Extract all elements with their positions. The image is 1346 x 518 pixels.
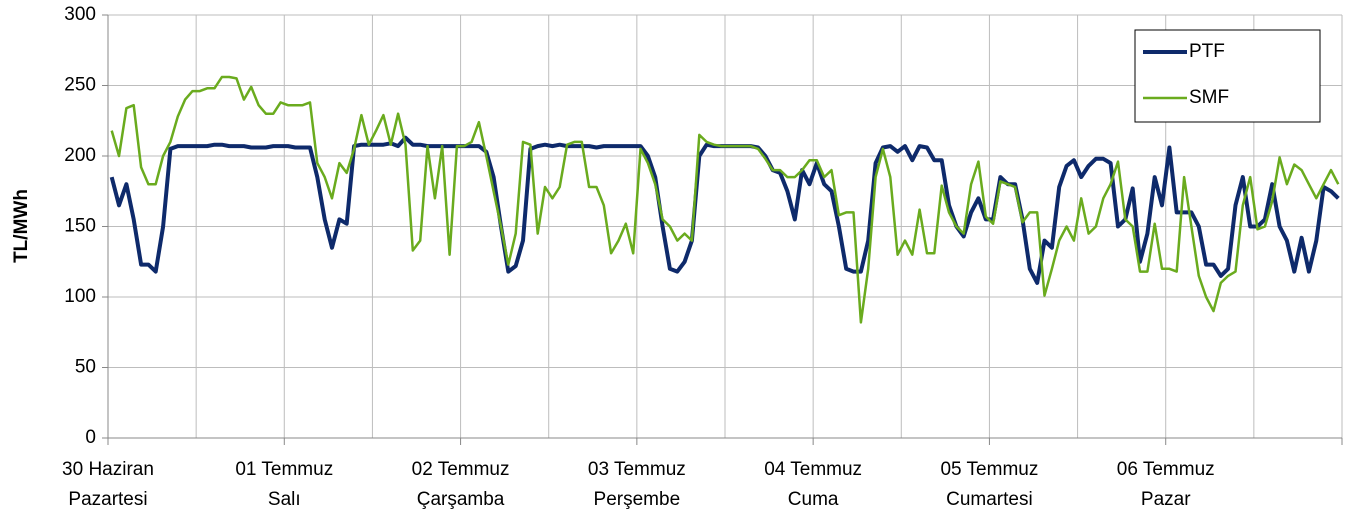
y-tick-label: 50 <box>75 357 96 378</box>
x-tick-label: 05 Temmuz <box>940 459 1038 480</box>
x-tick-label: Salı <box>268 489 301 510</box>
y-tick-label: 0 <box>85 427 96 448</box>
x-tick-label: Pazartesi <box>68 489 147 510</box>
y-tick-label: 100 <box>64 286 96 307</box>
x-tick-label: 03 Temmuz <box>588 459 686 480</box>
x-tick-label: 04 Temmuz <box>764 459 862 480</box>
x-tick-label: 30 Haziran <box>62 459 154 480</box>
legend-label: PTF <box>1189 41 1225 62</box>
x-tick-label: Pazar <box>1141 489 1191 510</box>
x-tick-label: 01 Temmuz <box>235 459 333 480</box>
y-tick-label: 150 <box>64 216 96 237</box>
legend-box <box>1134 29 1321 123</box>
x-tick-label: Cumartesi <box>946 489 1033 510</box>
x-tick-label: Perşembe <box>594 489 681 510</box>
x-tick-label: Çarşamba <box>417 489 505 510</box>
y-tick-label: 250 <box>64 75 96 96</box>
series-line <box>110 75 1340 324</box>
y-axis-title: TL/MWh <box>11 189 32 263</box>
x-tick-label: 02 Temmuz <box>412 459 510 480</box>
legend-label: SMF <box>1189 87 1229 108</box>
y-tick-label: 200 <box>64 145 96 166</box>
x-tick-label: Cuma <box>788 489 839 510</box>
x-tick-label: 06 Temmuz <box>1117 459 1215 480</box>
y-tick-label: 300 <box>64 4 96 25</box>
